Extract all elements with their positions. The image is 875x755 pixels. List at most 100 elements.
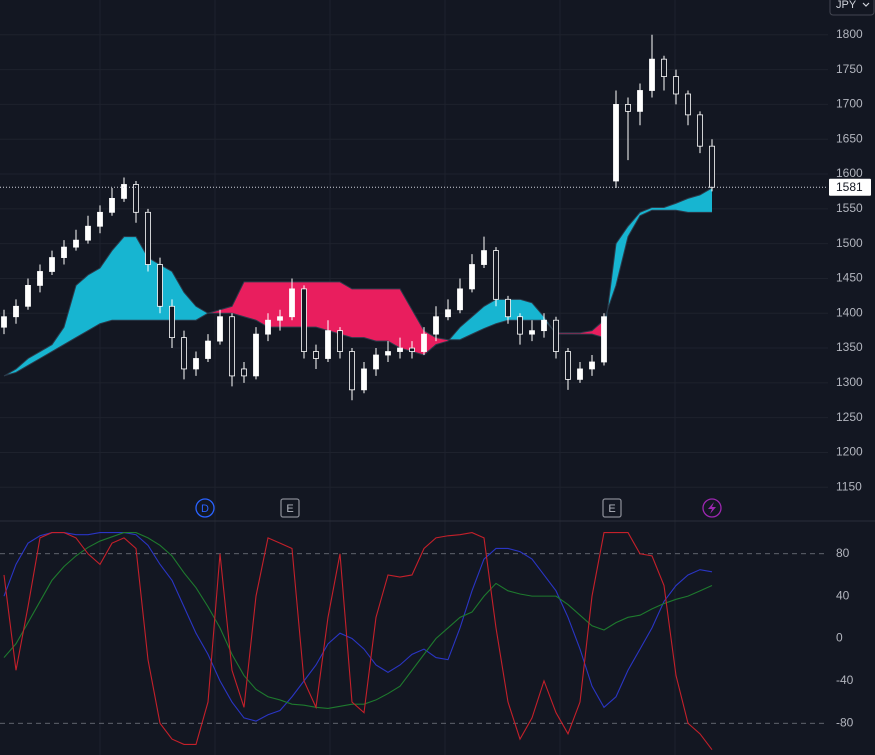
- candle-body: [493, 250, 499, 300]
- span-a-line: [3, 187, 713, 377]
- candle-body: [481, 250, 487, 265]
- cloud-segment: [700, 187, 712, 213]
- cloud-segment: [112, 236, 124, 321]
- candle-body: [49, 257, 55, 272]
- y-tick-label: 1450: [836, 271, 863, 285]
- currency-label: JPY: [836, 0, 857, 11]
- candle-body: [529, 330, 535, 335]
- candle-body: [433, 316, 439, 335]
- price-pane: 1150 1200 1250 1300 1350 1400 1450 1500 1550 1600…: [0, 27, 871, 493]
- candle-body: [361, 368, 367, 391]
- candle-body: [601, 316, 607, 363]
- candle-body: [589, 361, 595, 370]
- oscillator-line: [3, 532, 713, 722]
- y-tick-label: 1300: [836, 375, 863, 389]
- cloud-segment: [88, 268, 100, 331]
- cloud-segment: [592, 320, 604, 338]
- candle-body: [373, 354, 379, 370]
- cloud-segment: [280, 281, 292, 328]
- candle-body: [709, 145, 715, 188]
- y-tick-label: 1650: [836, 131, 863, 145]
- candle-body: [613, 104, 619, 182]
- y-tick-label: 1250: [836, 410, 863, 424]
- candle-body: [217, 316, 223, 342]
- candle-body: [421, 333, 427, 352]
- cloud-segment: [292, 281, 304, 328]
- candle-body: [97, 211, 103, 227]
- cloud-segment: [652, 207, 664, 211]
- candle-body: [337, 330, 343, 352]
- candle-body: [301, 288, 307, 352]
- candle-body: [625, 104, 631, 112]
- candle-body: [565, 351, 571, 380]
- candle-body: [61, 246, 67, 258]
- candle-body: [469, 264, 475, 290]
- candle-body: [313, 351, 319, 359]
- candle-body: [73, 239, 79, 248]
- cloud-segment: [160, 264, 172, 321]
- cloud-segment: [172, 271, 184, 321]
- candle-body: [661, 58, 667, 77]
- cloud-segment: [688, 194, 700, 213]
- cloud-segment: [364, 288, 376, 342]
- cloud-segment: [496, 299, 508, 324]
- chevron: [862, 2, 870, 7]
- y-tick-label: 1550: [836, 201, 863, 215]
- candle-body: [253, 333, 259, 377]
- candle-body: [169, 305, 175, 339]
- event-label: E: [286, 503, 293, 515]
- candle-body: [25, 285, 31, 307]
- cloud-segment: [100, 250, 112, 324]
- y-tick-label: 80: [836, 546, 850, 560]
- candle-body: [409, 347, 415, 352]
- cloud-segment: [352, 288, 364, 338]
- cloud-segment: [304, 281, 316, 328]
- y-tick-label: 1400: [836, 305, 863, 319]
- cloud-segment: [412, 309, 424, 356]
- candle-body: [457, 288, 463, 311]
- last-price-box: [829, 178, 871, 196]
- y-tick-label: 0: [836, 631, 843, 645]
- candle-body: [265, 319, 271, 335]
- cloud-segment: [232, 281, 244, 317]
- cloud-segment: [124, 236, 136, 321]
- candle-body: [205, 340, 211, 359]
- cloud-segment: [220, 306, 232, 314]
- cloud-segment: [472, 306, 484, 335]
- cloud-segment: [424, 330, 436, 356]
- y-tick-label: 40: [836, 588, 850, 602]
- y-tick-label: 1150: [836, 479, 862, 493]
- earnings-marker[interactable]: [280, 498, 300, 518]
- cloud-segment: [184, 292, 196, 321]
- cloud-segment: [664, 203, 676, 211]
- candle-body: [697, 114, 703, 147]
- earnings-marker[interactable]: [602, 498, 622, 518]
- currency-selector[interactable]: JPY: [829, 0, 875, 16]
- y-tick-label: 1600: [836, 166, 863, 180]
- candle-body: [133, 184, 139, 213]
- y-tick-label: 1200: [836, 445, 863, 459]
- candle-body: [85, 225, 91, 241]
- span-b-line: [3, 209, 712, 377]
- candle-body: [241, 368, 247, 377]
- cloud-segment: [484, 299, 496, 329]
- cloud-segment: [460, 316, 472, 340]
- candle-body: [637, 90, 643, 112]
- dividend-marker[interactable]: [195, 498, 215, 518]
- candle-body: [1, 316, 7, 328]
- cloud-segment: [616, 226, 628, 286]
- cloud-segment: [76, 274, 88, 338]
- event-markers: D E E: [195, 498, 722, 518]
- y-tick-label: 1700: [836, 97, 863, 111]
- y-tick-label: 1500: [836, 236, 863, 250]
- candle-body: [109, 197, 115, 213]
- cloud-segment: [196, 306, 208, 321]
- candle-body: [157, 264, 163, 307]
- y-tick-label: -80: [836, 715, 854, 729]
- event-label: D: [201, 503, 209, 515]
- candle-body: [649, 58, 655, 91]
- cloud-segment: [136, 236, 148, 321]
- cloud-segment: [676, 198, 688, 213]
